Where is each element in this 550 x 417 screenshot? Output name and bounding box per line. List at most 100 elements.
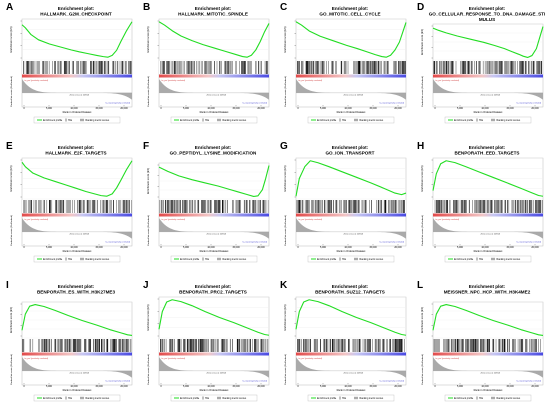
gsea-plot-e: Enrichment plot: HALLMARK_E2F_TARGETS Enri… bbox=[9, 145, 133, 263]
enrichment-curve bbox=[158, 299, 270, 336]
legend-hits-label: Hits bbox=[205, 397, 210, 400]
zero-cross-label: Zero cross at 12814 bbox=[343, 233, 363, 236]
x-tick-label: 20,000 bbox=[531, 246, 539, 249]
enrichment-curve bbox=[21, 304, 133, 336]
plot-title: Enrichment plot: BENPORATH_PRC2_TARGETS bbox=[179, 284, 247, 295]
legend-box bbox=[444, 255, 532, 263]
legend-curve-label: Enrichment profile bbox=[180, 119, 200, 122]
legend-metric-swatch bbox=[354, 257, 358, 261]
panel-f: F Enrichment plot: GO_PEPTIDYL_LYSINE_MODI… bbox=[143, 141, 273, 275]
gsea-plot-i: Enrichment plot: BENPORATH_ES_WITH_H3K27M… bbox=[9, 284, 133, 402]
na-neg-label: 'na_neg' (negatively correlated) bbox=[379, 102, 404, 105]
panel-letter: D bbox=[417, 2, 425, 13]
x-tick-label: 5,000 bbox=[457, 385, 464, 388]
es-axis-label: Enrichment score (ES) bbox=[420, 29, 424, 55]
x-tick-label: 5,000 bbox=[320, 246, 327, 249]
panel-letter: G bbox=[280, 141, 288, 152]
metric-axis-label: Ranked list metric (PreRanked) bbox=[147, 354, 150, 385]
gsea-plot-h: Enrichment plot: BENPORATH_EED_TARGETS Enr… bbox=[420, 145, 544, 263]
enrichment-curve bbox=[158, 165, 270, 197]
na-neg-label: 'na_neg' (negatively correlated) bbox=[105, 241, 130, 244]
x-tick-label: 15,000 bbox=[369, 107, 377, 110]
na-pos-label: 'na_pos' (positively correlated) bbox=[161, 79, 186, 82]
plot-title: Enrichment plot: BENPORATH_EED_TARGETS bbox=[455, 145, 520, 156]
gsea-plot-c: Enrichment plot: GO_MITOTIC_CELL_CYCLE Enr… bbox=[283, 6, 407, 124]
na-neg-label: 'na_neg' (negatively correlated) bbox=[242, 241, 267, 244]
hits-area bbox=[159, 200, 269, 213]
rank-color-bar bbox=[296, 213, 406, 217]
legend-metric-swatch bbox=[217, 257, 221, 261]
x-tick-label: 5,000 bbox=[320, 107, 327, 110]
panel-letter: K bbox=[280, 280, 288, 291]
zero-cross-label: Zero cross at 12814 bbox=[480, 372, 500, 375]
metric-axis-label: Ranked list metric (PreRanked) bbox=[421, 76, 424, 107]
legend-hits-label: Hits bbox=[68, 397, 73, 400]
legend-metric-label: Ranking metric scores bbox=[223, 397, 247, 400]
na-neg-label: 'na_neg' (negatively correlated) bbox=[242, 102, 267, 105]
enrichment-curve bbox=[432, 26, 544, 58]
plot-title: Enrichment plot: BENPORATH_ES_WITH_H3K27M… bbox=[37, 284, 115, 295]
x-tick-label: 0 bbox=[160, 107, 162, 110]
x-tick-label: 20,000 bbox=[257, 107, 265, 110]
legend-hits-label: Hits bbox=[342, 119, 347, 122]
na-pos-label: 'na_pos' (positively correlated) bbox=[435, 79, 460, 82]
legend-metric-label: Ranking metric scores bbox=[86, 119, 110, 122]
hits-area bbox=[433, 61, 543, 74]
es-axis-label: Enrichment score (ES) bbox=[9, 26, 13, 52]
gsea-plot-j: Enrichment plot: BENPORATH_PRC2_TARGETS En… bbox=[146, 284, 270, 402]
x-tick-label: 10,000 bbox=[207, 246, 215, 249]
legend-metric-label: Ranking metric scores bbox=[86, 258, 110, 261]
x-tick-label: 10,000 bbox=[344, 246, 352, 249]
x-tick-label: 20,000 bbox=[394, 385, 402, 388]
zero-cross-label: Zero cross at 12814 bbox=[69, 233, 89, 236]
legend-box bbox=[170, 394, 258, 402]
gsea-plot-k: Enrichment plot: BENPORATH_SUZ12_TARGETS E… bbox=[283, 284, 407, 402]
es-axis-label: Enrichment score (ES) bbox=[9, 307, 13, 333]
x-tick-label: 15,000 bbox=[232, 107, 240, 110]
na-neg-label: 'na_neg' (negatively correlated) bbox=[516, 380, 541, 383]
legend-curve-label: Enrichment profile bbox=[180, 397, 200, 400]
metric-axis-label: Ranked list metric (PreRanked) bbox=[421, 215, 424, 246]
plot-title: Enrichment plot: GO_MITOTIC_CELL_CYCLE bbox=[319, 6, 380, 17]
x-tick-label: 10,000 bbox=[207, 107, 215, 110]
hits-area bbox=[296, 61, 406, 74]
plot-title: Enrichment plot: HALLMARK_E2F_TARGETS bbox=[45, 145, 106, 156]
es-axis-label: Enrichment score (ES) bbox=[283, 304, 287, 330]
x-tick-label: 10,000 bbox=[481, 385, 489, 388]
x-axis-label: Rank in Ordered Dataset bbox=[474, 249, 503, 253]
enrichment-curve bbox=[158, 21, 270, 58]
es-axis-label: Enrichment score (ES) bbox=[420, 165, 424, 191]
plot-title: Enrichment plot: GO_PEPTIDYL_LYSINE_MODIF… bbox=[170, 145, 257, 156]
panel-e: E Enrichment plot: HALLMARK_E2F_TARGETS Enr… bbox=[6, 141, 136, 275]
zero-cross-label: Zero cross at 12814 bbox=[206, 233, 226, 236]
x-tick-label: 10,000 bbox=[207, 385, 215, 388]
panel-letter: B bbox=[143, 2, 151, 13]
gsea-plot-a: Enrichment plot: HALLMARK_G2M_CHECKPOINT E… bbox=[9, 6, 133, 124]
metric-axis-label: Ranked list metric (PreRanked) bbox=[284, 76, 287, 107]
x-tick-label: 20,000 bbox=[531, 107, 539, 110]
na-neg-label: 'na_neg' (negatively correlated) bbox=[242, 380, 267, 383]
legend-box bbox=[307, 116, 395, 124]
x-axis-label: Rank in Ordered Dataset bbox=[63, 110, 92, 114]
panel-letter: E bbox=[6, 141, 13, 152]
x-tick-label: 10,000 bbox=[344, 107, 352, 110]
es-axis-label: Enrichment score (ES) bbox=[9, 165, 13, 191]
legend-metric-label: Ranking metric scores bbox=[497, 258, 521, 261]
legend-box bbox=[33, 394, 121, 402]
panel-g: G Enrichment plot: GO_ION_TRANSPORT Enrichm… bbox=[280, 141, 410, 275]
es-axis-label: Enrichment score (ES) bbox=[146, 168, 150, 194]
legend-metric-label: Ranking metric scores bbox=[223, 119, 247, 122]
rank-color-bar bbox=[22, 213, 132, 217]
x-tick-label: 5,000 bbox=[46, 246, 53, 249]
x-axis-label: Rank in Ordered Dataset bbox=[337, 388, 366, 392]
x-tick-label: 20,000 bbox=[120, 107, 128, 110]
rank-color-bar bbox=[433, 74, 543, 78]
es-axis-label: Enrichment score (ES) bbox=[146, 26, 150, 52]
legend-curve-label: Enrichment profile bbox=[43, 119, 63, 122]
legend-metric-swatch bbox=[217, 396, 221, 400]
rank-color-bar bbox=[159, 352, 269, 356]
legend-hits-label: Hits bbox=[342, 397, 347, 400]
panel-b: B Enrichment plot: HALLMARK_MITOTIC_SPINDL… bbox=[143, 2, 273, 136]
plot-title: Enrichment plot: BENPORATH_SUZ12_TARGETS bbox=[315, 284, 385, 295]
